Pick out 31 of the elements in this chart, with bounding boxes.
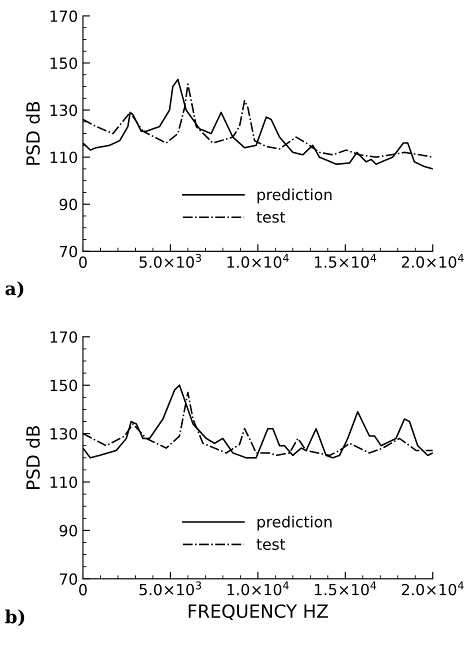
y-tick-label: 110 <box>50 476 78 488</box>
x-tick-label: 1.5×10$^{4}$ <box>314 582 376 596</box>
y-tick-label: 150 <box>50 380 78 392</box>
legend-label: test <box>256 539 286 550</box>
y-tick-label: 150 <box>50 57 78 70</box>
y-axis-title: PSD dB <box>26 102 40 165</box>
legend-label: prediction <box>258 188 332 204</box>
y-tick-label: 130 <box>50 104 78 116</box>
x-tick-label: 1.0×10$^{4}$ <box>228 254 289 268</box>
legend-label: test <box>256 212 286 223</box>
y-tick-label: 70 <box>60 246 78 258</box>
y-tick-label: 170 <box>50 10 78 22</box>
y-tick-label: 90 <box>60 198 78 210</box>
y-tick-label: 130 <box>50 428 78 440</box>
y-tick-label: 110 <box>50 152 78 164</box>
x-tick-label: 5.0×10$^{3}$ <box>140 254 202 268</box>
x-axis-title: FREQUENCY HZ <box>188 604 328 620</box>
legend-label: prediction <box>258 516 332 531</box>
y-tick-label: 90 <box>60 524 78 536</box>
text: b) <box>5 610 24 626</box>
x-tick-label: 0 <box>79 584 87 596</box>
text: a) <box>5 281 24 298</box>
x-tick-label: 2.0×10$^{4}$ <box>402 254 464 268</box>
x-tick-label: 1.0×10$^{4}$ <box>228 582 289 596</box>
x-tick-label: 0 <box>79 256 87 268</box>
x-tick-label: 2.0×10$^{4}$ <box>402 582 464 596</box>
y-tick-label: 70 <box>60 573 78 585</box>
y-axis-title: PSD dB <box>26 426 40 489</box>
y-tick-label: 170 <box>50 331 78 343</box>
x-tick-label: 5.0×10$^{3}$ <box>140 581 202 596</box>
x-tick-label: 1.5×10$^{4}$ <box>314 254 376 268</box>
